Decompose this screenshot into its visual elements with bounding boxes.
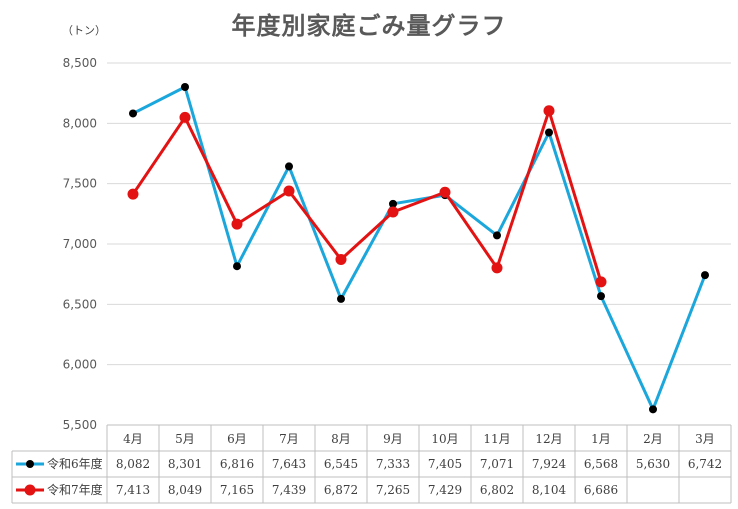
table-value: 6,872 — [324, 483, 358, 497]
table-value: 7,439 — [272, 483, 306, 497]
x-category-label: 12月 — [535, 432, 562, 446]
series-line — [132, 85, 707, 411]
chart-title: 年度別家庭ごみ量グラフ — [231, 11, 507, 40]
x-category-label: 4月 — [123, 432, 143, 446]
data-point — [543, 105, 555, 117]
y-tick-label: 6,000 — [63, 358, 97, 372]
series-lines — [127, 83, 709, 414]
x-category-label: 10月 — [431, 432, 458, 446]
gridlines — [107, 62, 731, 426]
table-value: 7,924 — [532, 457, 567, 471]
x-category-label: 2月 — [643, 432, 663, 446]
data-point — [493, 231, 501, 240]
y-tick-label: 5,500 — [63, 418, 97, 432]
data-point — [233, 262, 241, 271]
series-2 — [127, 105, 607, 288]
data-point — [179, 111, 191, 123]
y-unit-label: （トン） — [62, 24, 106, 37]
y-tick-label: 7,000 — [63, 237, 97, 251]
table-value: 6,802 — [480, 483, 514, 497]
data-point — [491, 262, 503, 274]
data-point — [649, 405, 657, 414]
y-axis: 5,500 6,000 6,500 7,000 7,500 8,000 8,500 — [63, 56, 97, 432]
table-value: 7,429 — [428, 483, 462, 497]
data-point — [283, 185, 295, 197]
data-point — [545, 128, 553, 137]
data-point — [595, 276, 607, 288]
data-point — [389, 199, 397, 208]
x-category-label: 8月 — [331, 432, 351, 446]
table-value: 5,630 — [636, 457, 670, 471]
legend-label: 令和7年度 — [47, 482, 103, 497]
y-tick-label: 6,500 — [63, 297, 97, 311]
data-point — [335, 253, 347, 265]
data-point — [285, 162, 293, 171]
data-point — [597, 292, 605, 301]
legend-marker-key — [24, 484, 36, 496]
x-category-label: 3月 — [695, 432, 715, 446]
data-point — [439, 186, 451, 198]
table-value: 6,568 — [584, 457, 618, 471]
table-value: 6,686 — [584, 483, 618, 497]
x-category-label: 9月 — [383, 432, 403, 446]
data-point — [181, 83, 189, 92]
series-line — [131, 109, 603, 283]
legend-label: 令和6年度 — [47, 456, 103, 471]
y-tick-label: 8,500 — [63, 56, 97, 70]
data-point — [127, 188, 139, 200]
data-point — [231, 218, 243, 230]
x-category-label: 7月 — [279, 432, 299, 446]
table-value: 7,071 — [480, 457, 514, 471]
x-category-label: 6月 — [227, 432, 247, 446]
table-value: 6,742 — [688, 457, 722, 471]
table-value: 7,413 — [116, 483, 150, 497]
x-category-label: 5月 — [175, 432, 195, 446]
table-value: 7,333 — [376, 457, 410, 471]
table-value: 8,104 — [532, 483, 567, 497]
table-value: 8,082 — [116, 457, 150, 471]
table-value: 7,265 — [376, 483, 410, 497]
data-point — [337, 294, 345, 303]
y-tick-label: 8,000 — [63, 116, 97, 130]
legend-marker-key — [26, 460, 34, 468]
table-value: 6,545 — [324, 457, 358, 471]
table-value: 8,301 — [168, 457, 202, 471]
table-value: 7,405 — [428, 457, 462, 471]
table-value: 8,049 — [168, 483, 202, 497]
table-value: 6,816 — [220, 457, 254, 471]
x-category-label: 11月 — [483, 432, 510, 446]
x-category-label: 1月 — [591, 432, 611, 446]
series-1 — [129, 83, 709, 414]
data-point — [701, 271, 709, 280]
table-value: 7,165 — [220, 483, 254, 497]
y-tick-label: 7,500 — [63, 177, 97, 191]
data-point — [129, 109, 137, 118]
table-value: 7,643 — [272, 457, 306, 471]
data-point — [387, 206, 399, 218]
